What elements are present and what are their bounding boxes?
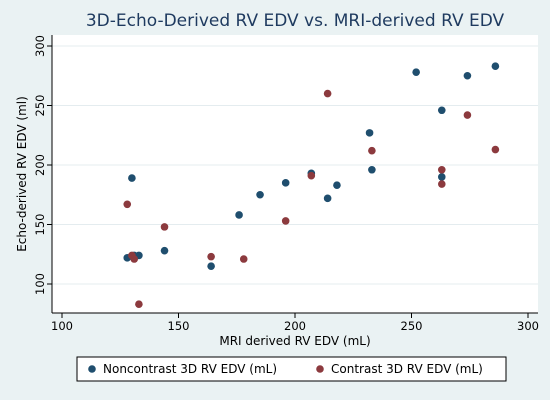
x-tick-label: 300 [517,319,539,333]
x-tick-label: 100 [51,319,73,333]
x-axis-ticks: 100 150 200 250 300 [51,313,539,333]
noncontrast-point [437,173,446,181]
noncontrast-point [333,181,341,190]
noncontrast-point [281,179,290,187]
x-tick-label: 200 [284,319,306,333]
contrast-point [123,200,132,209]
y-tick-label: 250 [33,95,47,117]
noncontrast-point [207,262,215,270]
contrast-point [437,165,446,174]
contrast-point [463,111,472,119]
contrast-point [323,89,332,98]
noncontrast-point [365,129,374,137]
legend-label-noncontrast: Noncontrast 3D RV EDV (mL) [103,362,277,376]
x-tick-label: 150 [168,319,190,333]
y-tick-label: 300 [33,35,47,57]
contrast-point [491,145,500,154]
contrast-point [130,255,139,263]
noncontrast-point [256,190,264,199]
noncontrast-point [323,194,332,203]
legend-box [76,356,507,382]
contrast-point [207,252,215,261]
noncontrast-point [128,174,136,182]
legend-marker-noncontrast [88,365,96,373]
noncontrast-point [491,62,500,71]
y-tick-label: 150 [33,214,47,236]
contrast-point [160,223,169,231]
noncontrast-point [412,68,420,76]
noncontrast-point [463,71,472,80]
x-tick-label: 250 [401,319,423,333]
contrast-point [135,300,143,309]
plot-area [52,35,538,313]
x-axis-title: MRI derived RV EDV (mL) [219,334,370,348]
noncontrast-point [160,246,169,255]
gridlines [52,45,538,285]
noncontrast-point [368,165,376,174]
legend-marker-contrast [316,365,324,373]
contrast-point [368,146,376,155]
contrast-point [239,255,248,263]
noncontrast-point [235,211,243,219]
y-axis-ticks: 100 150 200 250 300 [33,35,52,295]
contrast-point [437,180,446,188]
noncontrast-point [437,106,446,115]
data-points [123,62,500,309]
legend-label-contrast: Contrast 3D RV EDV (mL) [331,362,483,376]
y-axis-title: Echo-derived RV EDV (ml) [15,96,29,252]
y-tick-label: 200 [33,154,47,176]
contrast-point [281,217,290,225]
chart-title: 3D-Echo-Derived RV EDV vs. MRI-derived R… [86,11,505,31]
contrast-point [307,171,316,180]
y-tick-label: 100 [33,273,47,295]
